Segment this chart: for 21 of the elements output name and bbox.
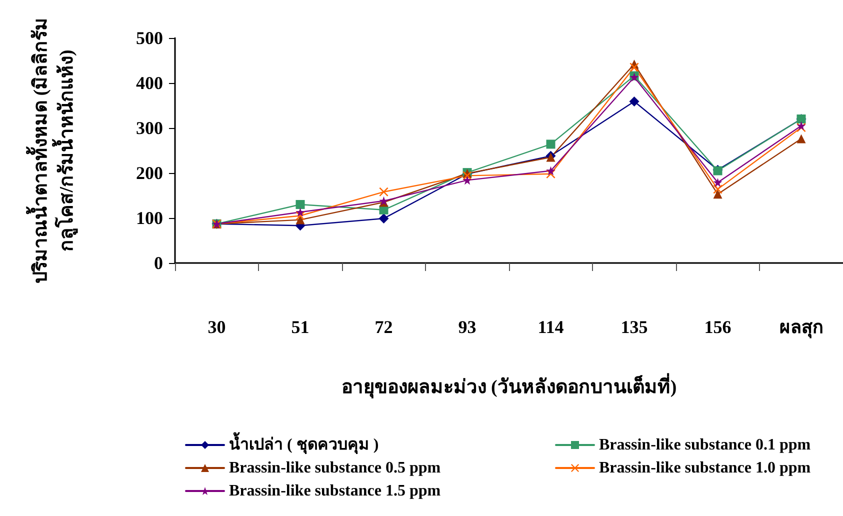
x-tick-label: 135	[620, 317, 648, 337]
legend-label: น้ำเปล่า ( ชุดควบคุม )	[229, 432, 379, 454]
legend-label: Brassin-like substance 0.1 ppm	[599, 436, 812, 454]
x-tick-label: 156	[704, 317, 732, 337]
legend-label: Brassin-like substance 1.5 ppm	[229, 482, 442, 500]
x-tick-label: 72	[374, 317, 393, 337]
y-tick-label: 100	[136, 208, 163, 228]
legend-label: Brassin-like substance 0.5 ppm	[229, 460, 442, 476]
y-tick-label: 500	[136, 28, 163, 48]
x-axis-title: อายุของผลมะม่วง (วันหลังดอกบานเต็มที่)	[341, 373, 677, 399]
y-tick-label: 200	[136, 163, 163, 183]
legend-label: Brassin-like substance 1.0 ppm	[599, 460, 812, 476]
x-tick-label: 30	[208, 317, 226, 337]
x-tick-label: 93	[458, 317, 476, 337]
x-tick-label: 51	[291, 317, 310, 337]
x-tick-label: 114	[538, 317, 564, 337]
y-tick-label: 300	[136, 118, 163, 138]
y-tick-label: 400	[136, 73, 163, 93]
y-tick-label: 0	[154, 253, 163, 273]
y-axis-title: ปริมาณน้ำตาลทั้งหมด (มิลลิกรัม กลูโคส/กรัมน้ำหนักแห้ง)	[26, 17, 78, 284]
x-tick-label: ผลสุก	[779, 317, 824, 339]
